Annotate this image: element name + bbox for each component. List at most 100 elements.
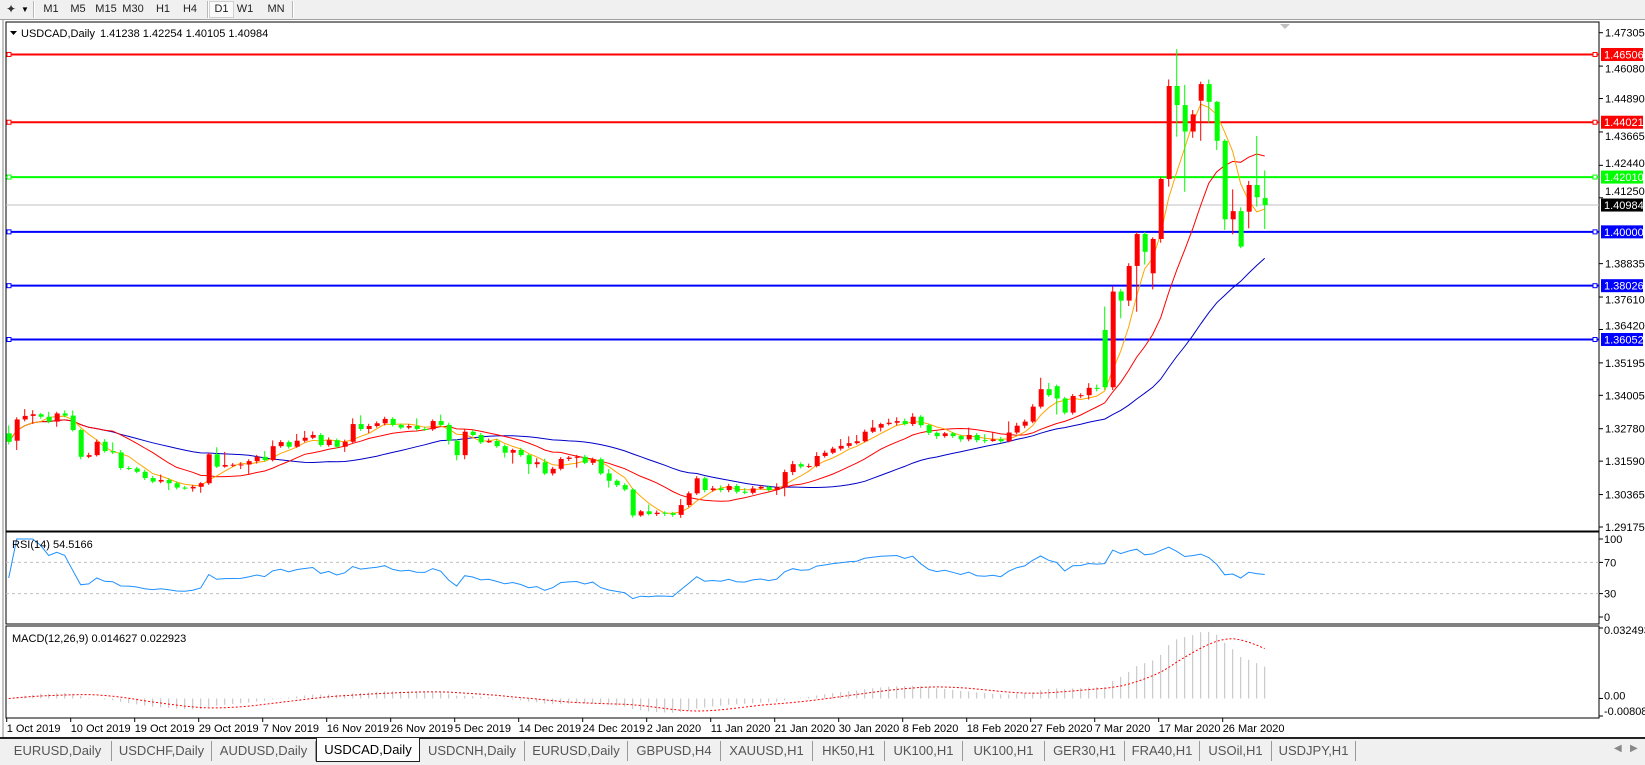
timeframe-m1[interactable]: M1 [43, 3, 59, 15]
candle-body [462, 431, 468, 456]
candle-bearish [126, 466, 132, 471]
tab-usoil-h1[interactable]: USOil,H1 [1200, 741, 1272, 761]
tab-uk100-h1-2[interactable]: UK100,H1 [963, 741, 1045, 761]
candle-body [158, 479, 164, 482]
candle-bearish [1094, 384, 1100, 392]
tab-audusd-daily[interactable]: AUDUSD,Daily [212, 741, 316, 761]
timeframe-mn[interactable]: MN [267, 3, 285, 15]
candle-bearish [174, 481, 180, 490]
candle-body [1078, 395, 1084, 397]
candle-bearish [630, 488, 636, 518]
line-handle-icon[interactable] [1592, 174, 1598, 180]
candle-body [166, 479, 172, 484]
candle-bearish [646, 504, 652, 516]
y-tick-label: 1.37610 [1605, 295, 1645, 307]
y-tick-label: 1.31590 [1605, 456, 1645, 468]
tab-gbpusd-h4[interactable]: GBPUSD,H4 [628, 741, 721, 761]
candle-bullish [862, 429, 868, 443]
tab-ger30-h1[interactable]: GER30,H1 [1045, 741, 1125, 761]
candle-bullish [1030, 404, 1036, 424]
candle-body [510, 449, 516, 453]
candle-bearish [134, 466, 140, 474]
tab-hk50-h1[interactable]: HK50,H1 [813, 741, 885, 761]
candle-body [182, 487, 188, 489]
timeframe-m5[interactable]: M5 [70, 3, 86, 15]
tab-usdchf-daily[interactable]: USDCHF,Daily [112, 741, 212, 761]
candle-body [246, 461, 252, 465]
x-tick-label: 30 Jan 2020 [839, 723, 900, 735]
scroll-left-icon[interactable]: ◀ [1614, 743, 1622, 754]
candle-body [174, 483, 180, 488]
timeframe-w1[interactable]: W1 [236, 3, 254, 15]
tab-xauusd-h1[interactable]: XAUUSD,H1 [721, 741, 813, 761]
candle-bullish [374, 421, 380, 428]
candle-body [286, 442, 292, 447]
tab-eurusd-daily[interactable]: EURUSD,Daily [4, 741, 112, 761]
line-handle-icon[interactable] [1592, 51, 1598, 57]
line-handle-icon[interactable] [6, 229, 12, 235]
candle-body [758, 486, 764, 489]
candle-body [790, 464, 796, 473]
candle-bullish [966, 427, 972, 442]
candle-body [846, 443, 852, 446]
line-handle-icon[interactable] [6, 51, 12, 57]
candle-body [750, 488, 756, 493]
timeframe-h1[interactable]: H1 [155, 3, 171, 15]
timeframe-h4[interactable]: H4 [182, 3, 198, 15]
timeframe-m30[interactable]: M30 [122, 3, 144, 15]
candle-body [366, 425, 372, 429]
tab-uk100-h1[interactable]: UK100,H1 [885, 741, 963, 761]
candle-body [478, 434, 484, 443]
candle-bullish [342, 439, 348, 452]
line-handle-icon[interactable] [6, 283, 12, 289]
macd-tick-label: -0.008086 [1604, 706, 1645, 718]
candle-bullish [382, 416, 388, 426]
chart-shift-marker-icon[interactable] [1280, 24, 1290, 29]
line-handle-icon[interactable] [1592, 283, 1598, 289]
candle-body [1230, 211, 1236, 220]
x-tick-label: 29 Oct 2019 [199, 723, 259, 735]
tab-fra40-h1[interactable]: FRA40,H1 [1125, 741, 1200, 761]
candle-body [582, 456, 588, 463]
candle-body [806, 466, 812, 468]
price-chart[interactable]: 1.47305 1.46080 1.44890 1.43665 1.42440 1.412… [0, 0, 1645, 737]
candle-body [606, 473, 612, 481]
candle-bullish [1246, 180, 1252, 229]
tab-usdcnh-daily[interactable]: USDCNH,Daily [420, 741, 525, 761]
chart-tools-icon[interactable]: ✦ [5, 2, 17, 16]
line-handle-icon[interactable] [1592, 119, 1598, 125]
candle-body [798, 464, 804, 467]
rsi-panel [5, 531, 1600, 625]
candle-bearish [1182, 84, 1188, 192]
line-handle-icon[interactable] [6, 337, 12, 343]
caret-down-icon[interactable] [10, 31, 17, 35]
candle-body [590, 459, 596, 463]
candle-body [398, 424, 404, 428]
candle-bearish [214, 447, 220, 468]
caret-down-icon[interactable]: ▼ [21, 5, 29, 14]
candle-bullish [822, 450, 828, 458]
timeframe-m15[interactable]: M15 [95, 3, 117, 15]
candle-body [278, 442, 284, 447]
candle-bullish [222, 451, 228, 468]
timeframe-d1[interactable]: D1 [209, 1, 234, 18]
candle-body [734, 485, 740, 492]
line-handle-icon[interactable] [1592, 229, 1598, 235]
candle-bullish [206, 452, 212, 485]
candle-body [774, 487, 780, 491]
line-handle-icon[interactable] [6, 174, 12, 180]
line-handle-icon[interactable] [1592, 337, 1598, 343]
candle-body [878, 424, 884, 428]
scroll-right-icon[interactable]: ▶ [1630, 743, 1638, 754]
candle-body [1190, 114, 1196, 132]
candle-bullish [350, 418, 356, 444]
candle-bearish [902, 418, 908, 426]
candle-bearish [1046, 382, 1052, 397]
candle-bullish [534, 458, 540, 468]
tab-usdjpy-h1[interactable]: USDJPY,H1 [1272, 741, 1356, 761]
tab-usdcad-daily[interactable]: USDCAD,Daily [316, 738, 420, 762]
candle-body [782, 472, 788, 488]
line-handle-icon[interactable] [6, 119, 12, 125]
candle-bearish [1214, 100, 1220, 151]
tab-eurusd-daily-2[interactable]: EURUSD,Daily [525, 741, 628, 761]
